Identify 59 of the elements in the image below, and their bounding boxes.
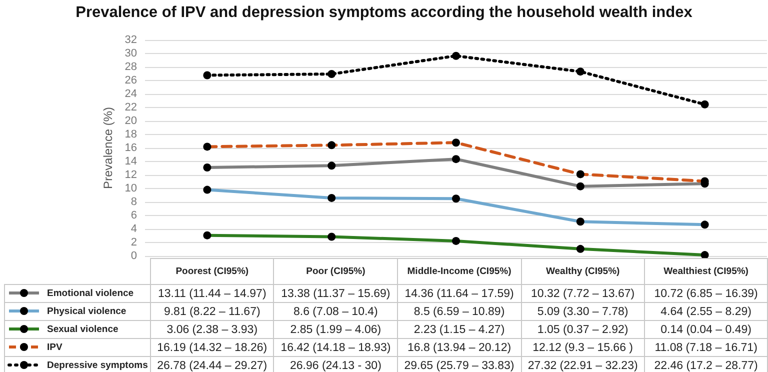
data-label: 26.78 (24.44 – 29.27) (150, 356, 274, 372)
data-label: 12.12 (9.3 – 15.66 ) (521, 338, 645, 356)
y-tick-label: 4 (130, 223, 137, 235)
data-label: 10.32 (7.72 – 13.67) (521, 284, 645, 302)
y-tick-label: 10 (124, 182, 137, 194)
x-tick-label: Middle-Income (CI95%) (397, 258, 522, 284)
y-axis-title: Prevalence (%) (100, 106, 115, 190)
data-label: 22.46 (17.2 – 28.77) (644, 356, 768, 372)
data-label: 16.42 (14.18 – 18.93) (274, 338, 398, 356)
point (328, 70, 336, 78)
data-label: 8.6 (7.08 – 10.4) (274, 302, 398, 320)
data-label: 5.09 (3.30 – 7.78) (521, 302, 645, 320)
y-tick-label: 26 (124, 74, 137, 86)
y-tick-label: 24 (124, 88, 137, 100)
data-label: 16.19 (14.32 – 18.26) (150, 338, 274, 356)
data-label: 13.11 (11.44 – 14.97) (150, 284, 274, 302)
y-tick-label: 28 (124, 61, 137, 73)
data-label: 2.23 (1.15 – 4.27) (397, 320, 522, 338)
data-label: 3.06 (2.38 – 3.93) (150, 320, 274, 338)
data-label: 29.65 (25.79 – 33.83) (397, 356, 522, 372)
y-tick-label: 8 (130, 196, 137, 208)
y-tick-label: 16 (124, 142, 137, 154)
data-label: 26.96 (24.13 - 30) (274, 356, 398, 372)
x-tick-label: Poor (CI95%) (274, 258, 398, 284)
data-label: 0.14 (0.04 – 0.49) (644, 320, 768, 338)
legend-label: IPV (47, 342, 62, 353)
y-tick-label: 0 (130, 250, 137, 262)
y-tick-label: 6 (130, 210, 137, 222)
point (203, 71, 212, 80)
x-tick-label: Wealthiest (CI95%) (644, 258, 768, 284)
legend-label: Physical violence (47, 306, 126, 317)
point (576, 68, 584, 76)
y-tick-label: 18 (124, 128, 137, 140)
data-label: 14.36 (11.64 – 17.59) (397, 284, 522, 302)
data-label: 13.38 (11.37 – 15.69) (274, 284, 398, 302)
data-label: 4.64 (2.55 – 8.29) (644, 302, 768, 320)
legend-label: Sexual violence (47, 324, 118, 335)
data-label: 8.5 (6.59 – 10.89) (397, 302, 522, 320)
legend-label: Depressive symptoms (47, 360, 148, 371)
data-label: 11.08 (7.18 – 16.71) (644, 338, 768, 356)
point (700, 100, 709, 108)
data-label: 27.32 (22.91 – 32.23) (521, 356, 645, 372)
legend-label: Emotional violence (47, 288, 134, 299)
data-label: 1.05 (0.37 – 2.92) (521, 320, 645, 338)
data-label: 16.8 (13.94 – 20.12) (397, 338, 522, 356)
data-label: 9.81 (8.22 – 11.67) (150, 302, 274, 320)
y-tick-label: 20 (124, 115, 137, 127)
x-tick-label: Poorest (CI95%) (150, 258, 274, 284)
y-tick-label: 12 (124, 169, 137, 181)
x-tick-label: Wealthy (CI95%) (521, 258, 645, 284)
data-label: 10.72 (6.85 – 16.39) (644, 284, 768, 302)
chart-title: Prevalence of IPV and depression symptoms according the household wealth index (74, 4, 694, 22)
y-tick-label: 32 (124, 34, 137, 46)
point (452, 52, 460, 60)
y-tick-label: 22 (124, 102, 137, 114)
y-tick-label: 14 (124, 156, 137, 168)
y-tick-label: 30 (124, 48, 137, 60)
y-tick-label: 2 (130, 236, 137, 248)
data-label: 2.85 (1.99 – 4.06) (274, 320, 398, 338)
